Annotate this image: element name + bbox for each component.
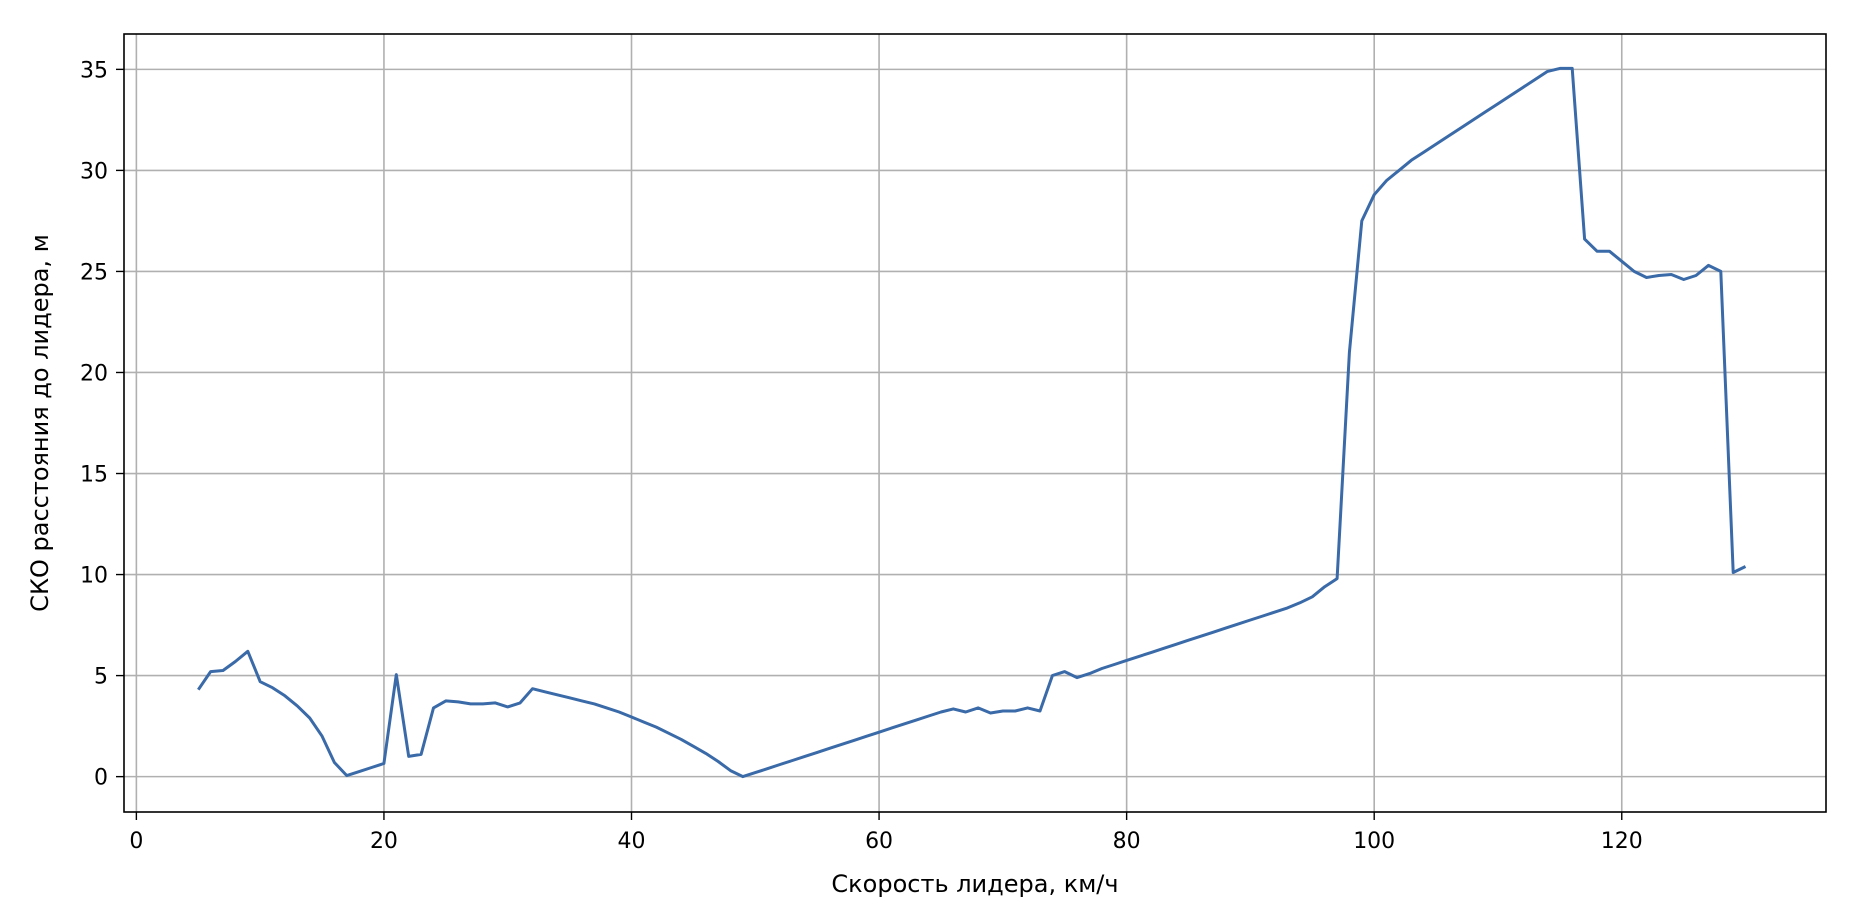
x-tick-label: 20 (370, 829, 398, 854)
y-axis-ticks: 0 5 10 15 20 25 30 35 (80, 58, 124, 791)
x-tick-label: 100 (1353, 829, 1395, 854)
plot-area-frame (123, 33, 1827, 813)
y-tick-label: 30 (80, 159, 108, 184)
y-tick-label: 10 (80, 564, 108, 589)
y-tick-label: 20 (80, 361, 108, 386)
series-line (197, 66, 1747, 779)
x-axis-ticks: 0 20 40 60 80 100 120 (129, 812, 1643, 854)
y-tick-label: 25 (80, 260, 108, 285)
x-axis-label: Скорость лидера, км/ч (831, 870, 1118, 898)
x-tick-label: 40 (618, 829, 646, 854)
series-layer (197, 66, 1747, 779)
grid (124, 34, 1826, 812)
y-axis-label: СКО расстояния до лидера, м (26, 234, 54, 612)
x-tick-label: 120 (1601, 829, 1643, 854)
x-tick-label: 80 (1113, 829, 1141, 854)
y-tick-label: 5 (94, 665, 108, 690)
x-tick-label: 60 (865, 829, 893, 854)
y-tick-label: 35 (80, 58, 108, 83)
y-tick-label: 15 (80, 463, 108, 488)
y-tick-label: 0 (94, 766, 108, 791)
x-tick-label: 0 (129, 829, 143, 854)
